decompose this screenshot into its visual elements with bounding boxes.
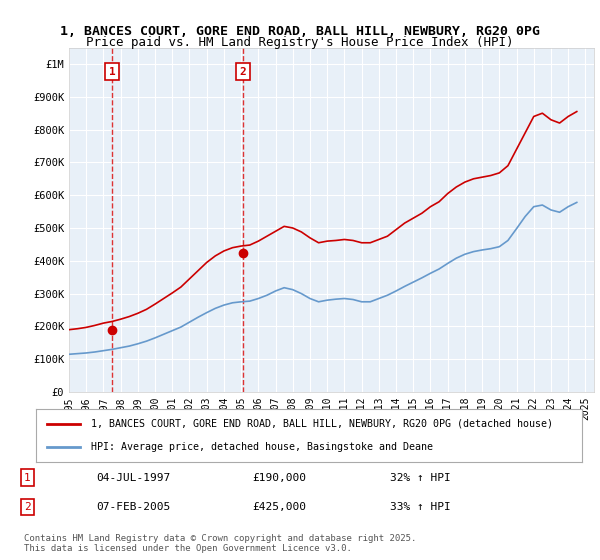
- Text: 04-JUL-1997: 04-JUL-1997: [96, 473, 170, 483]
- Text: 1: 1: [24, 473, 31, 483]
- Text: 07-FEB-2005: 07-FEB-2005: [96, 502, 170, 512]
- Text: HPI: Average price, detached house, Basingstoke and Deane: HPI: Average price, detached house, Basi…: [91, 442, 433, 452]
- Text: 2: 2: [24, 502, 31, 512]
- Text: 32% ↑ HPI: 32% ↑ HPI: [390, 473, 451, 483]
- Text: Price paid vs. HM Land Registry's House Price Index (HPI): Price paid vs. HM Land Registry's House …: [86, 36, 514, 49]
- Text: 1: 1: [109, 67, 115, 77]
- Text: Contains HM Land Registry data © Crown copyright and database right 2025.
This d: Contains HM Land Registry data © Crown c…: [24, 534, 416, 553]
- Text: 33% ↑ HPI: 33% ↑ HPI: [390, 502, 451, 512]
- Text: £190,000: £190,000: [252, 473, 306, 483]
- Text: 1, BANCES COURT, GORE END ROAD, BALL HILL, NEWBURY, RG20 0PG: 1, BANCES COURT, GORE END ROAD, BALL HIL…: [60, 25, 540, 38]
- Text: 1, BANCES COURT, GORE END ROAD, BALL HILL, NEWBURY, RG20 0PG (detached house): 1, BANCES COURT, GORE END ROAD, BALL HIL…: [91, 419, 553, 429]
- Text: 2: 2: [239, 67, 246, 77]
- Text: £425,000: £425,000: [252, 502, 306, 512]
